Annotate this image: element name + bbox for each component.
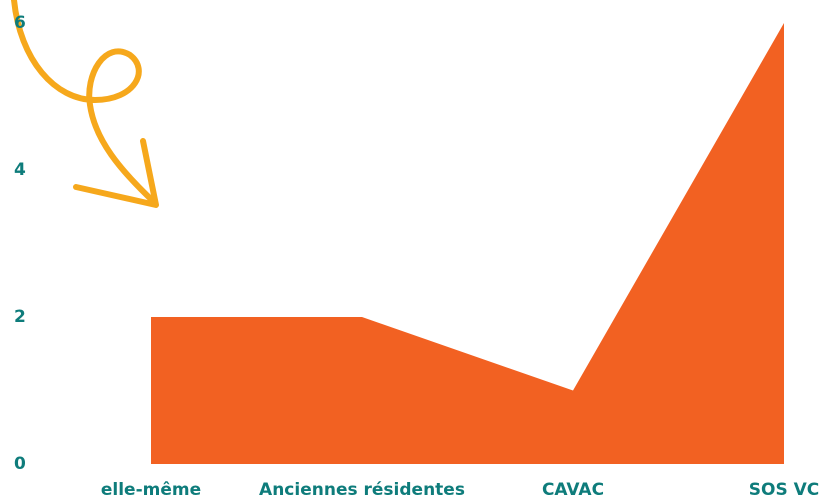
x-tick-label: CAVAC	[542, 480, 604, 500]
y-tick-label: 2	[14, 307, 26, 327]
x-tick-label: Anciennes résidentes	[259, 480, 465, 500]
decorative-arrow	[11, 0, 159, 208]
x-tick-label: SOS VC	[749, 480, 820, 500]
area	[151, 23, 784, 464]
x-tick-label: elle-même	[101, 480, 201, 500]
y-tick-label: 0	[14, 454, 26, 474]
swirl	[11, 0, 158, 206]
y-tick-label: 4	[14, 160, 26, 180]
arrow-head	[73, 138, 159, 208]
y-tick-label: 6	[14, 13, 26, 33]
